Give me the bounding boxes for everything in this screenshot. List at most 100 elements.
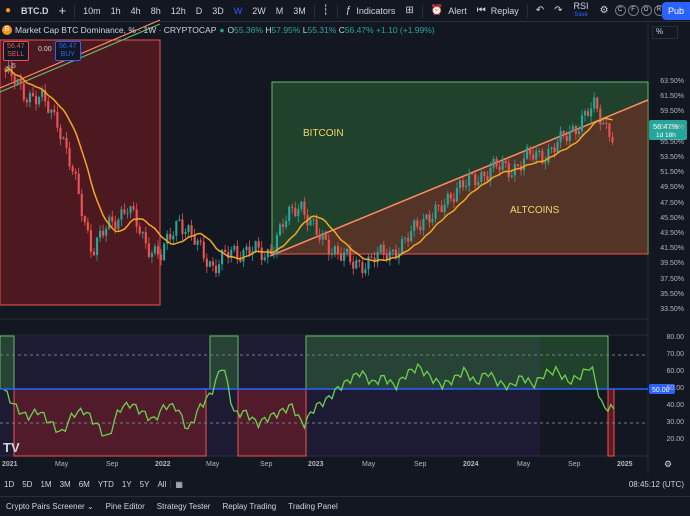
- currency-button-f[interactable]: F: [627, 5, 639, 16]
- indicators-button[interactable]: Indicators: [356, 5, 396, 16]
- indicators-collapse-toggle[interactable]: ⌄ 5: [4, 62, 16, 70]
- layout-tab-rsi[interactable]: RSI Save: [568, 1, 595, 20]
- layout-grid-icon[interactable]: ⊞: [405, 4, 414, 16]
- bitcoin-coin-icon: B: [2, 25, 12, 35]
- candle-body: [416, 220, 419, 227]
- candle-body: [266, 249, 269, 258]
- alert-clock-icon[interactable]: ⏰: [430, 4, 444, 16]
- redo-icon[interactable]: ↷: [554, 4, 563, 16]
- candle-body: [489, 167, 492, 181]
- candle-body: [248, 246, 251, 255]
- candle-body: [288, 206, 291, 221]
- range-1m[interactable]: 1M: [40, 479, 52, 489]
- rsi-axis-tick: 60.00: [666, 368, 684, 375]
- settings-gear-icon[interactable]: ⚙: [599, 4, 609, 16]
- interval-1h[interactable]: 1h: [110, 5, 121, 16]
- candle-style-icon[interactable]: ┆: [322, 4, 329, 16]
- candle-body: [379, 244, 382, 253]
- tab-crypto-pairs-screener[interactable]: Crypto Pairs Screener ⌄: [0, 502, 100, 511]
- candle-body: [202, 241, 205, 259]
- time-axis-settings-icon[interactable]: ⚙: [664, 459, 673, 469]
- spread-value: 0.00: [38, 46, 52, 53]
- interval-3d[interactable]: 3D: [212, 5, 224, 16]
- clock[interactable]: 08:45:12 (UTC): [628, 479, 684, 489]
- candle-body: [77, 173, 80, 195]
- candle-body: [330, 253, 333, 255]
- range-1y[interactable]: 1Y: [121, 479, 132, 489]
- range-all[interactable]: All: [157, 479, 167, 489]
- percent-scale-toggle[interactable]: %: [652, 26, 678, 39]
- range-5d[interactable]: 5D: [22, 479, 33, 489]
- candle-body: [108, 216, 111, 229]
- tab-pine-editor[interactable]: Pine Editor: [105, 502, 145, 511]
- candle-body: [333, 246, 336, 254]
- candle-body: [214, 265, 218, 274]
- candle-body: [138, 226, 141, 234]
- interval-12h[interactable]: 12h: [170, 5, 186, 16]
- chart-legend: B Market Cap BTC Dominance, % · 1W · CRY…: [2, 25, 435, 35]
- interval-m[interactable]: M: [275, 5, 284, 16]
- tab-trading-panel[interactable]: Trading Panel: [288, 502, 338, 511]
- undo-icon[interactable]: ↶: [535, 4, 545, 16]
- candle-body: [565, 135, 568, 142]
- interval-8h[interactable]: 8h: [150, 5, 161, 16]
- bitcoin-coin-icon: ●: [5, 4, 12, 16]
- candle-body: [89, 230, 92, 252]
- interval-w[interactable]: W: [233, 5, 243, 16]
- divider: [421, 3, 423, 18]
- date-range-calendar-icon[interactable]: ▦: [170, 479, 187, 489]
- candle-body: [166, 233, 169, 244]
- range-bar: 1D 5D 1M 3M 6M YTD 1Y 5Y All ▦ 08:45:12 …: [0, 475, 690, 493]
- candle-body: [181, 219, 184, 235]
- interval-2w[interactable]: 2W: [252, 5, 266, 16]
- candle-body: [407, 238, 410, 242]
- candle-body: [208, 261, 211, 267]
- candle-body: [68, 147, 71, 167]
- range-1d[interactable]: 1D: [4, 479, 15, 489]
- candle-body: [65, 137, 68, 148]
- currency-button-o[interactable]: O: [640, 5, 652, 16]
- tab-replay-trading[interactable]: Replay Trading: [222, 502, 277, 511]
- interval-10m[interactable]: 10m: [83, 5, 101, 16]
- interval-3m[interactable]: 3M: [293, 5, 306, 16]
- candle-body: [318, 234, 321, 240]
- symbol-search[interactable]: BTC.D: [21, 5, 49, 16]
- range-3m[interactable]: 3M: [59, 479, 71, 489]
- eye-icon[interactable]: ●: [219, 25, 225, 35]
- candle-body: [498, 166, 501, 170]
- candle-body: [370, 256, 373, 258]
- price-axis-tick: 55.50%: [660, 138, 684, 146]
- price-axis-tick: 45.50%: [660, 214, 684, 222]
- candle-body: [583, 111, 587, 116]
- candle-body: [22, 83, 25, 100]
- candle-body: [455, 188, 458, 202]
- currency-button-c[interactable]: C: [614, 5, 626, 16]
- sell-button[interactable]: 56.47 SELL: [3, 41, 29, 61]
- candle-body: [385, 254, 388, 261]
- candle-body: [47, 101, 50, 113]
- replay-icon[interactable]: ⏮: [476, 4, 486, 16]
- candle-body: [114, 221, 117, 229]
- tab-strategy-tester[interactable]: Strategy Tester: [156, 502, 211, 511]
- candle-body: [278, 224, 282, 236]
- alert-button[interactable]: Alert: [448, 5, 467, 16]
- candle-body: [504, 160, 507, 163]
- candle-body: [529, 147, 532, 155]
- add-symbol-button[interactable]: +: [58, 2, 67, 18]
- candle-body: [410, 230, 413, 242]
- interval-d[interactable]: D: [195, 5, 203, 16]
- replay-button[interactable]: Replay: [490, 5, 519, 16]
- publish-button[interactable]: Pub: [661, 2, 690, 20]
- range-6m[interactable]: 6M: [78, 479, 90, 489]
- candle-body: [413, 220, 416, 231]
- indicators-icon[interactable]: ƒ: [345, 4, 352, 16]
- range-ytd[interactable]: YTD: [97, 479, 114, 489]
- interval-4h[interactable]: 4h: [130, 5, 141, 16]
- candle-body: [53, 109, 56, 113]
- buy-button[interactable]: 56.47 BUY: [55, 41, 81, 61]
- rsi-axis-tick: 70.00: [666, 351, 684, 358]
- range-5y[interactable]: 5Y: [139, 479, 150, 489]
- candle-body: [388, 251, 391, 261]
- candle-body: [599, 108, 602, 125]
